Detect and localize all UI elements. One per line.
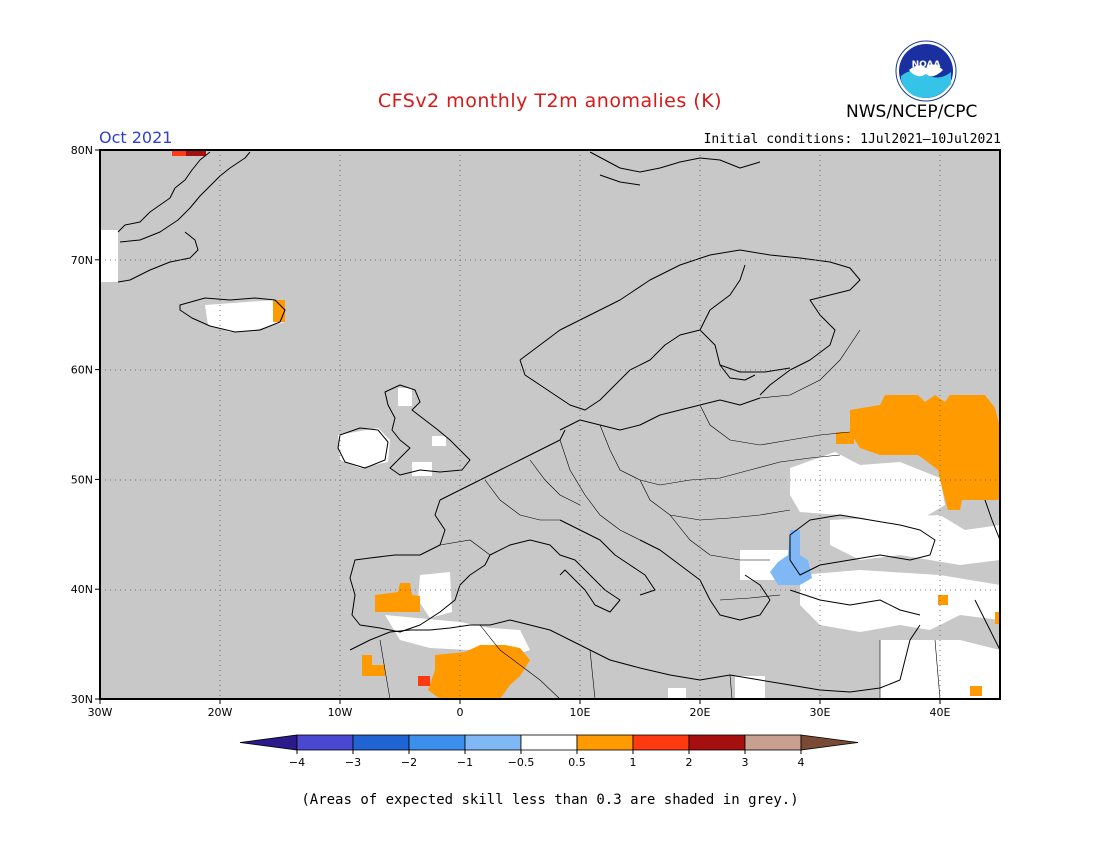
colorbar-box (688, 734, 746, 751)
lat-tick-label: 80N (71, 144, 93, 157)
colorbar-low-extension (239, 734, 298, 751)
latitude-axis: 30N 40N 50N 60N 70N 80N (71, 144, 100, 706)
colorbar-label: −1 (457, 756, 473, 769)
colorbar-label: 2 (686, 756, 693, 769)
lon-tick-label: 30E (810, 706, 831, 719)
lon-tick-label: 10E (570, 706, 591, 719)
near-normal-areas (100, 230, 1000, 699)
colorbar-label: 0.5 (568, 756, 586, 769)
warm-anomaly-areas (273, 300, 1000, 699)
map-title: CFSv2 monthly T2m anomalies (K) (377, 90, 723, 112)
forecast-period: Oct 2021 (99, 128, 173, 147)
colorbar-label: −4 (289, 756, 305, 769)
lat-tick-label: 30N (71, 693, 93, 706)
lon-tick-label: 20E (690, 706, 711, 719)
strong-warm-anomaly-areas (172, 150, 430, 686)
lat-tick-label: 50N (71, 473, 93, 486)
lat-tick-label: 40N (71, 583, 93, 596)
map-area (99, 149, 1001, 700)
very-strong-warm-anomaly-areas (186, 150, 206, 156)
longitude-axis: 30W 20W 10W 0 10E 20E 30E 40E (88, 699, 951, 719)
colorbar-label: 1 (630, 756, 637, 769)
colorbar-label: 4 (798, 756, 805, 769)
lat-tick-label: 70N (71, 254, 93, 267)
initial-conditions: Initial conditions: 1Jul2021–10Jul2021 (703, 132, 1001, 147)
colorbar-high-extension (800, 734, 859, 751)
colorbar-box (352, 734, 410, 751)
colorbar: −4 −3 −2 −1 −0.5 0.5 1 2 3 4 (239, 734, 859, 769)
colorbar-box (576, 734, 634, 751)
colorbar-box (296, 734, 354, 751)
noaa-logo: NOAA (895, 40, 957, 102)
map-frame (99, 149, 1001, 700)
graticule (100, 150, 1000, 699)
colorbar-box (520, 734, 578, 751)
colorbar-label: 3 (742, 756, 749, 769)
logo-text: NOAA (912, 60, 941, 70)
lon-tick-label: 0 (457, 706, 464, 719)
cool-anomaly-areas (770, 530, 812, 585)
lon-tick-label: 20W (208, 706, 233, 719)
colorbar-box (408, 734, 466, 751)
colorbar-box (744, 734, 802, 751)
colorbar-box (632, 734, 690, 751)
lon-tick-label: 40E (930, 706, 951, 719)
organization-label: NWS/NCEP/CPC (846, 102, 978, 122)
lat-tick-label: 60N (71, 364, 93, 377)
colorbar-label: −3 (345, 756, 361, 769)
colorbar-label: −0.5 (508, 756, 535, 769)
lon-tick-label: 30W (88, 706, 113, 719)
colorbar-box (464, 734, 522, 751)
skill-footnote: (Areas of expected skill less than 0.3 a… (301, 792, 799, 808)
colorbar-label: −2 (401, 756, 417, 769)
lon-tick-label: 10W (328, 706, 353, 719)
